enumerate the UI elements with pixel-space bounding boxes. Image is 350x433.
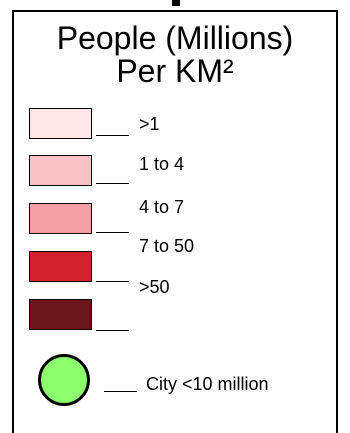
legend-label-5: >50 <box>139 277 170 297</box>
legend-label-2: 1 to 4 <box>139 154 185 174</box>
legend-title-line2: Per KM² <box>116 53 234 89</box>
legend-label-4: 7 to 50 <box>139 236 195 256</box>
legend-swatch-2 <box>29 155 92 186</box>
legend-tick-5 <box>96 330 129 331</box>
legend-swatch-4 <box>29 251 92 282</box>
top-edge-mark <box>172 0 180 6</box>
legend-label-3: 4 to 7 <box>139 197 185 217</box>
legend-tick-4 <box>96 281 129 282</box>
legend-label-1: >1 <box>139 114 160 134</box>
legend-swatch-3 <box>29 203 92 234</box>
legend-label-city: City <10 million <box>146 374 269 394</box>
legend-frame <box>12 10 338 433</box>
legend-swatch-1 <box>29 108 92 139</box>
legend-tick-2 <box>96 183 129 184</box>
legend-tick-3 <box>96 232 129 233</box>
legend-title-line1: People (Millions) <box>56 20 294 56</box>
legend-tick-1 <box>96 135 129 136</box>
legend-swatch-5 <box>29 299 92 330</box>
legend-tick-city <box>104 391 137 392</box>
city-marker-icon <box>38 354 90 406</box>
